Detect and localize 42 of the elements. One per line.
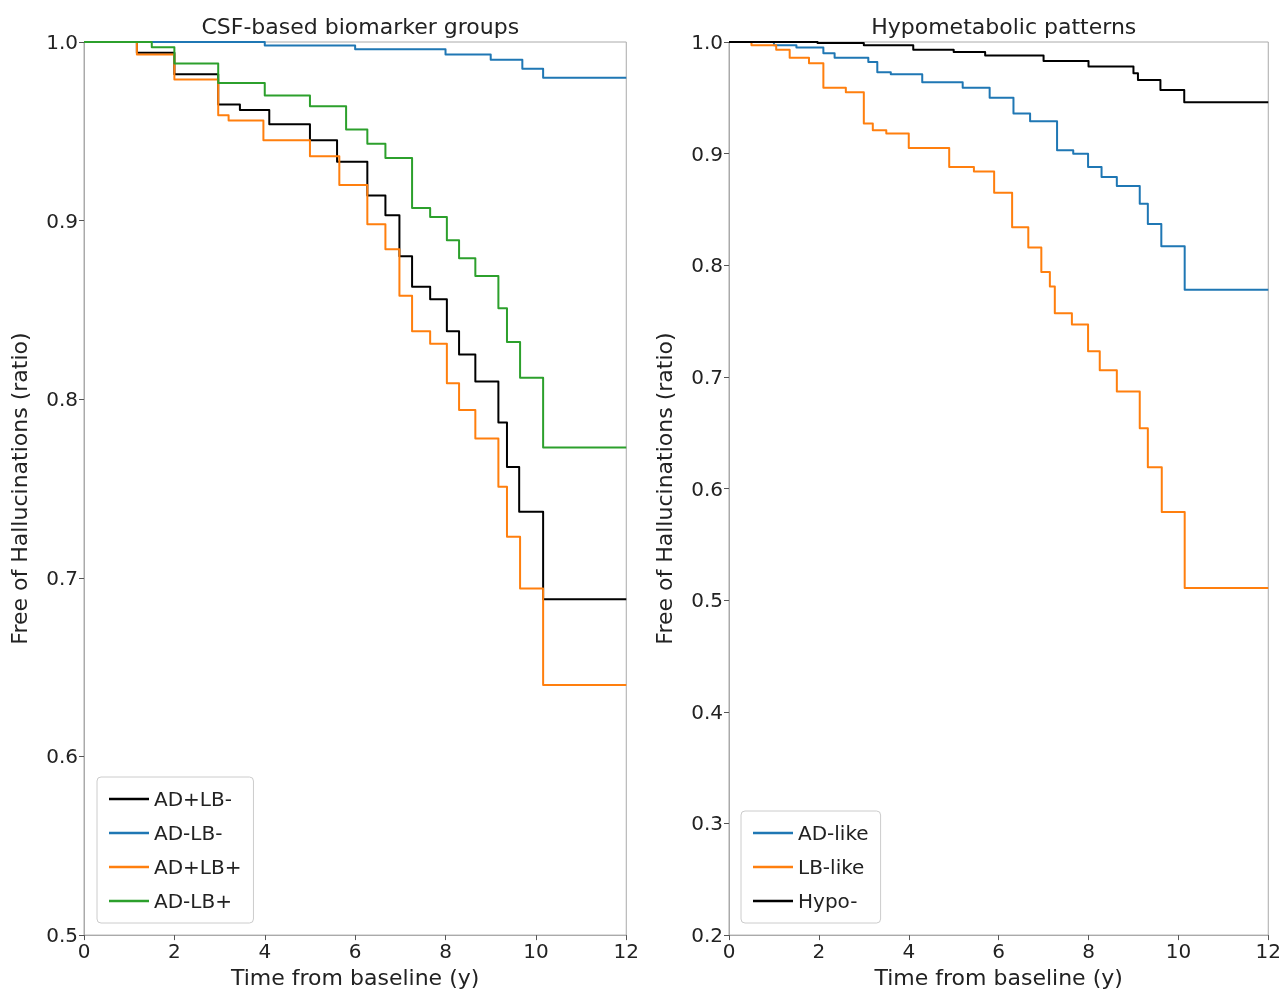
y-tick-label: 0.8 (690, 253, 723, 278)
x-axis-title: Time from baseline (y) (229, 964, 480, 990)
x-tick-label: 4 (258, 939, 272, 964)
y-tick-label: 0.9 (690, 141, 723, 166)
y-tick-label: 0.4 (690, 699, 723, 724)
y-tick-label: 0.5 (46, 923, 78, 948)
x-tick-label: 0 (77, 939, 91, 964)
y-tick-label: 1.0 (46, 30, 78, 54)
x-tick-label: 2 (168, 939, 181, 964)
y-axis-title: Free of Hallucinations (ratio) (651, 332, 676, 645)
x-tick-label: 4 (901, 939, 915, 964)
y-tick-label: 0.7 (690, 364, 723, 389)
x-tick-label: 6 (991, 939, 1005, 964)
x-tick-label: 8 (1081, 939, 1095, 964)
legend-label: AD-like (797, 821, 869, 845)
y-tick-label: 0.8 (46, 387, 78, 412)
legend-label: AD+LB+ (154, 855, 242, 879)
x-tick-label: 12 (613, 939, 639, 964)
legend-label: AD+LB- (154, 787, 232, 811)
x-tick-label: 6 (348, 939, 362, 964)
y-tick-label: 1.0 (690, 30, 723, 54)
x-tick-label: 12 (1255, 939, 1281, 964)
x-tick-label: 10 (1165, 939, 1191, 964)
chart-title: CSF-based biomarker groups (201, 13, 520, 39)
x-tick-label: 0 (722, 939, 735, 964)
y-tick-label: 0.2 (690, 923, 723, 948)
legend-label: AD-LB+ (154, 889, 232, 913)
x-tick-label: 10 (523, 939, 549, 964)
legend-label: AD-LB- (154, 821, 223, 845)
y-tick-label: 0.3 (690, 811, 723, 836)
chart-title: Hypometabolic patterns (870, 13, 1136, 39)
legend-label: LB-like (797, 855, 864, 879)
x-tick-label: 8 (439, 939, 452, 964)
y-tick-label: 0.5 (690, 588, 723, 613)
y-axis-title: Free of Hallucinations (ratio) (6, 332, 32, 645)
x-axis-title: Time from baseline (y) (872, 964, 1123, 990)
y-tick-label: 0.6 (46, 744, 78, 769)
y-tick-label: 0.6 (690, 476, 723, 501)
legend-label: Hypo- (797, 889, 857, 913)
y-tick-label: 0.9 (46, 208, 78, 233)
x-tick-label: 2 (812, 939, 825, 964)
y-tick-label: 0.7 (46, 565, 78, 590)
